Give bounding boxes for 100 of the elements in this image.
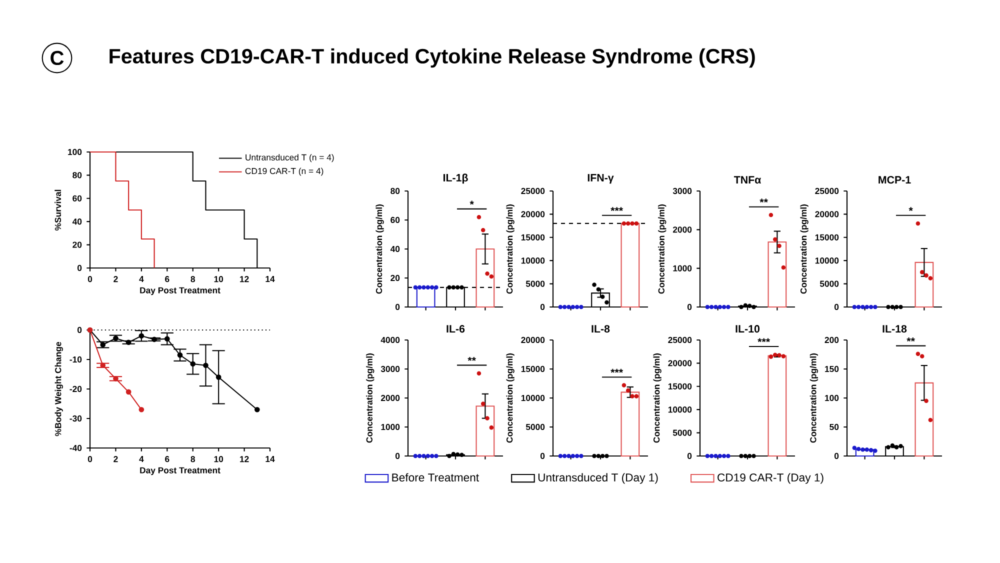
y-axis-title: %Survival bbox=[54, 190, 62, 230]
x-tick-label: 12 bbox=[240, 276, 249, 282]
y-tick-label: 15000 bbox=[815, 234, 839, 240]
x-tick-label: 8 bbox=[190, 456, 196, 462]
y-tick-label: 20000 bbox=[668, 360, 692, 366]
y-tick-label: -40 bbox=[70, 444, 82, 452]
x-tick-label: 14 bbox=[266, 276, 275, 282]
y-tick-label: 100 bbox=[825, 394, 839, 402]
y-tick-label: 20000 bbox=[521, 336, 545, 344]
y-tick-label: 10000 bbox=[668, 406, 692, 413]
y-axis-title: Concentration (pg/ml) bbox=[800, 204, 808, 294]
annotation: *** bbox=[610, 368, 624, 373]
x-tick-label: 6 bbox=[165, 456, 170, 462]
annotation: *** bbox=[610, 207, 624, 212]
y-axis-title: Concentration (pg/ml) bbox=[366, 353, 374, 443]
y-axis-title: Concentration (pg/ml) bbox=[376, 204, 384, 294]
y-tick-label: 25000 bbox=[668, 336, 692, 344]
y-tick-label: 0 bbox=[77, 264, 82, 272]
legend-label: Untransduced T (n = 4) bbox=[246, 154, 334, 162]
y-tick-label: 1000 bbox=[381, 424, 400, 430]
chart-title: IL-10 bbox=[736, 325, 760, 333]
y-tick-label: 0 bbox=[834, 304, 839, 310]
y-tick-label: 20000 bbox=[815, 211, 839, 218]
y-tick-label: -10 bbox=[70, 356, 82, 363]
chart-title: MCP-1 bbox=[878, 176, 911, 184]
chart-title: IL-18 bbox=[882, 325, 907, 333]
legend-label: CD19 CAR-T (n = 4) bbox=[245, 168, 324, 176]
y-axis-title: Concentration (pg/ml) bbox=[506, 204, 514, 294]
y-tick-label: -20 bbox=[70, 386, 82, 392]
y-tick-label: 10000 bbox=[815, 258, 839, 264]
annotation: ** bbox=[468, 356, 476, 361]
annotation: * bbox=[908, 207, 913, 212]
chart-title: IFN-γ bbox=[588, 174, 614, 184]
y-tick-label: 200 bbox=[824, 336, 839, 344]
x-tick-label: 2 bbox=[114, 456, 118, 462]
x-tick-label: 8 bbox=[190, 276, 196, 282]
y-tick-label: 10000 bbox=[521, 258, 545, 264]
y-tick-label: 5000 bbox=[526, 424, 545, 430]
chart-title: IL-6 bbox=[446, 325, 465, 333]
y-tick-label: 25000 bbox=[815, 188, 839, 194]
y-axis-title: Concentration (pg/ml) bbox=[810, 353, 818, 443]
y-tick-label: 3000 bbox=[672, 188, 692, 194]
legend-label: Untransduced T (Day 1) bbox=[538, 473, 658, 484]
x-tick-label: 12 bbox=[240, 456, 249, 462]
y-tick-label: 15000 bbox=[521, 366, 545, 372]
y-tick-label: 4000 bbox=[380, 336, 400, 344]
x-tick-label: 2 bbox=[114, 276, 118, 282]
y-tick-label: 15000 bbox=[668, 383, 692, 390]
chart-title: IL-8 bbox=[592, 325, 610, 333]
y-tick-label: 20 bbox=[390, 274, 400, 282]
y-tick-label: -30 bbox=[70, 415, 82, 422]
y-tick-label: 100 bbox=[68, 148, 82, 156]
y-tick-label: 0 bbox=[395, 304, 400, 310]
annotation: * bbox=[470, 200, 474, 205]
x-axis-title: Day Post Treatment bbox=[140, 467, 220, 476]
annotation: ** bbox=[906, 338, 915, 342]
y-tick-label: 80 bbox=[72, 172, 82, 178]
y-tick-label: 0 bbox=[540, 304, 545, 310]
x-tick-label: 10 bbox=[214, 456, 224, 462]
y-axis-title: Concentration (pg/ml) bbox=[658, 204, 666, 294]
y-tick-label: 15000 bbox=[521, 234, 545, 240]
x-tick-label: 0 bbox=[88, 456, 92, 462]
x-tick-label: 6 bbox=[165, 276, 170, 282]
y-tick-label: 2000 bbox=[672, 226, 692, 233]
chart-title: TNFα bbox=[734, 176, 762, 184]
x-tick-label: 14 bbox=[266, 456, 275, 462]
y-tick-label: 60 bbox=[72, 195, 82, 202]
x-tick-label: 4 bbox=[139, 456, 144, 462]
y-tick-label: 0 bbox=[687, 304, 692, 310]
y-tick-label: 20000 bbox=[521, 211, 545, 218]
legend-label: CD19 CAR-T (Day 1) bbox=[718, 473, 824, 484]
y-tick-label: 0 bbox=[77, 326, 82, 334]
annotation: *** bbox=[758, 338, 770, 342]
text: Features CD19-CAR-T induced Cytokine Release Syndrome (CRS) bbox=[110, 48, 755, 68]
legend-label: Before Treatment bbox=[392, 473, 479, 482]
y-tick-label: 5000 bbox=[820, 280, 839, 287]
y-tick-label: 2000 bbox=[380, 394, 400, 402]
y-tick-label: 50 bbox=[830, 424, 839, 430]
y-tick-label: 1000 bbox=[673, 265, 692, 272]
y-tick-label: 25000 bbox=[521, 188, 545, 194]
y-tick-label: 5000 bbox=[672, 430, 692, 436]
y-axis-title: Concentration (pg/ml) bbox=[653, 353, 662, 443]
y-tick-label: 20 bbox=[72, 242, 82, 248]
y-tick-label: 40 bbox=[72, 218, 82, 225]
y-tick-label: 150 bbox=[825, 366, 839, 372]
y-tick-label: 60 bbox=[390, 216, 400, 224]
y-tick-label: 3000 bbox=[380, 366, 400, 372]
x-tick-label: 10 bbox=[214, 276, 224, 282]
y-axis-title: Concentration (pg/ml) bbox=[506, 353, 514, 443]
text: C bbox=[50, 50, 64, 66]
y-tick-label: 80 bbox=[390, 188, 400, 194]
y-tick-label: 10000 bbox=[521, 394, 545, 402]
x-tick-label: 0 bbox=[88, 276, 92, 282]
x-axis-title: Day Post Treatment bbox=[140, 287, 220, 296]
x-tick-label: 4 bbox=[139, 276, 144, 282]
y-tick-label: 40 bbox=[390, 246, 400, 252]
y-tick-label: 5000 bbox=[526, 280, 545, 287]
y-axis-title: %Body Weight Change bbox=[54, 342, 63, 436]
annotation: ** bbox=[760, 198, 768, 203]
chart-title: IL-1β bbox=[443, 174, 468, 184]
